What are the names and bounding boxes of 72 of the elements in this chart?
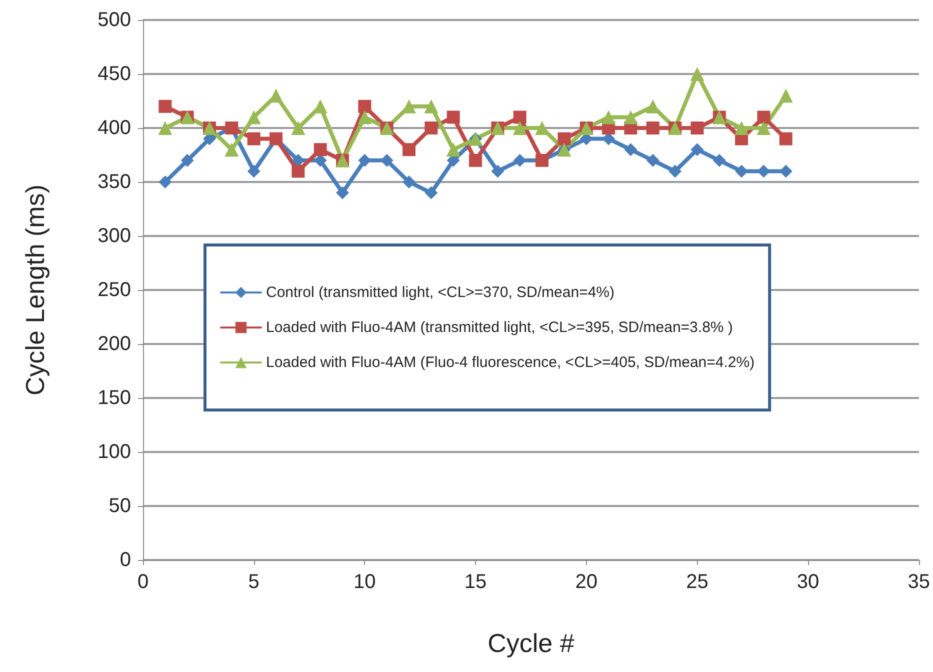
point (513, 154, 526, 167)
point (779, 132, 792, 146)
point (734, 121, 749, 135)
point (358, 100, 372, 113)
point (757, 110, 770, 124)
point (779, 164, 792, 178)
point (690, 143, 704, 156)
point (558, 132, 571, 146)
point (314, 143, 327, 156)
y-tick-label: 200 (98, 333, 131, 355)
point (246, 110, 261, 124)
point (446, 142, 460, 157)
point (402, 143, 416, 156)
legend-label: Loaded with Fluo-4AM (Fluo-4 fluorescence, <CL>=405, SD/mean=4.2%) (266, 354, 755, 371)
x-tick-label: 15 (464, 571, 487, 593)
y-tick-label: 100 (98, 441, 131, 463)
point (513, 110, 526, 124)
y-tick-label: 0 (120, 549, 131, 571)
y-tick-label: 300 (98, 225, 131, 247)
point (247, 164, 260, 178)
point (646, 154, 660, 167)
point (247, 132, 260, 146)
y-tick-label: 350 (98, 171, 131, 193)
point (735, 164, 748, 178)
point (469, 154, 482, 167)
point (358, 154, 372, 167)
point (512, 121, 527, 135)
point (158, 121, 172, 135)
y-tick-label: 50 (108, 495, 131, 517)
x-axis-title: Cycle # (488, 628, 575, 658)
legend-label: Loaded with Fluo-4AM (transmitted light, <CL>=395, SD/mean=3.8% ) (266, 319, 733, 336)
point (158, 100, 172, 113)
point (158, 176, 172, 188)
point (602, 110, 616, 124)
point (224, 142, 239, 157)
point (778, 88, 793, 103)
point (756, 121, 771, 135)
x-tick-label: 10 (354, 571, 376, 593)
point (424, 99, 438, 114)
point (491, 164, 504, 178)
point (402, 176, 416, 188)
point (690, 122, 704, 134)
x-tick-label: 20 (575, 571, 598, 593)
point (358, 110, 372, 124)
point (668, 164, 682, 178)
y-tick-label: 450 (98, 63, 131, 85)
point (446, 110, 460, 124)
x-tick-label: 25 (686, 571, 708, 593)
x-tick-label: 5 (248, 571, 260, 593)
y-tick-label: 500 (98, 9, 131, 31)
point (646, 122, 660, 134)
y-tick-label: 150 (98, 387, 131, 409)
point (380, 154, 394, 167)
point (180, 154, 194, 167)
point (624, 110, 638, 124)
point (292, 154, 305, 167)
x-tick-label: 30 (796, 571, 820, 593)
y-tick-label: 400 (98, 117, 131, 139)
point (757, 164, 770, 178)
point (690, 67, 704, 81)
point (424, 122, 438, 134)
point (336, 186, 350, 200)
point (624, 143, 638, 156)
x-tick-label: 35 (908, 571, 930, 593)
point (291, 121, 306, 135)
legend-label: Control (transmitted light, <CL>=370, SD/mean=4%) (266, 284, 615, 301)
y-tick-label: 250 (98, 279, 131, 301)
point (292, 164, 305, 178)
point (712, 154, 726, 167)
point (424, 186, 438, 200)
y-axis-title: Cycle Length (ms) (20, 184, 50, 396)
x-tick-label: 0 (137, 571, 149, 593)
